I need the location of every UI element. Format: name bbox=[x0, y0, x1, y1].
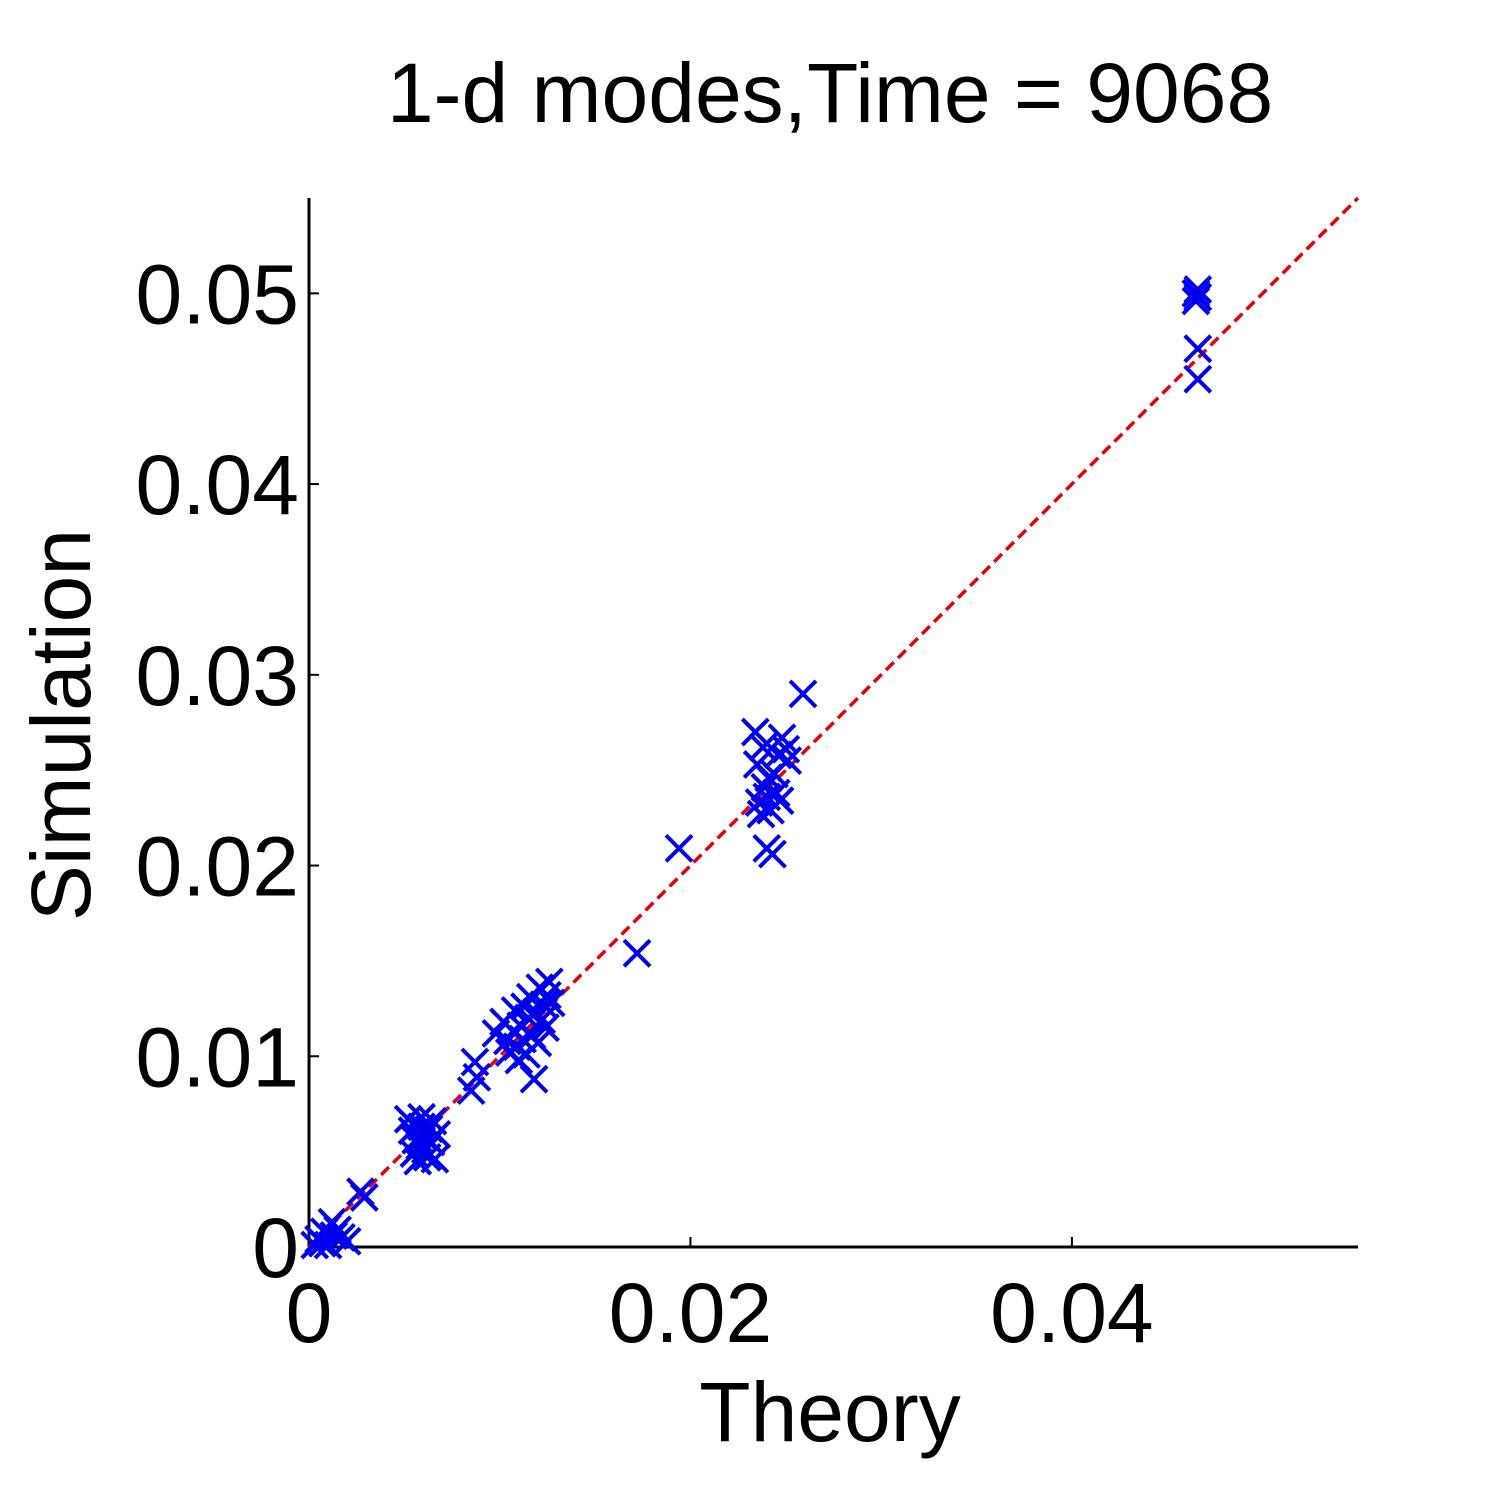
y-tick-label: 0.01 bbox=[136, 1010, 300, 1104]
x-tick-label: 0.02 bbox=[609, 1266, 773, 1360]
data-point bbox=[422, 1120, 452, 1149]
data-point bbox=[740, 717, 770, 747]
data-point bbox=[519, 1064, 549, 1094]
data-point bbox=[761, 778, 791, 808]
y-tick-label: 0.03 bbox=[136, 629, 300, 723]
x-tick-label: 0 bbox=[286, 1266, 333, 1360]
x-axis-ticks: 0 0.02 0.04 bbox=[286, 1237, 1154, 1360]
y-tick-label: 0.04 bbox=[136, 438, 300, 532]
data-markers bbox=[300, 275, 1213, 1260]
data-point bbox=[531, 1013, 560, 1043]
data-point bbox=[1183, 282, 1213, 312]
data-point bbox=[332, 1226, 362, 1256]
data-point bbox=[523, 1028, 553, 1058]
data-point bbox=[758, 839, 787, 869]
x-axis-label: Theory bbox=[699, 1365, 960, 1459]
data-point bbox=[771, 734, 801, 764]
data-point bbox=[462, 1062, 492, 1092]
data-point bbox=[1183, 334, 1213, 364]
y-axis-label: Simulation bbox=[14, 529, 108, 921]
plot-area: 0 0.02 0.04 0 0.01 0.02 0.03 0.04 0.05 bbox=[136, 196, 1360, 1360]
x-tick-label: 0.04 bbox=[990, 1266, 1154, 1360]
data-point bbox=[1183, 275, 1213, 304]
y-axis-ticks: 0 0.01 0.02 0.03 0.04 0.05 bbox=[136, 247, 319, 1295]
data-point bbox=[1183, 364, 1213, 394]
data-point bbox=[420, 1144, 450, 1174]
data-point bbox=[529, 990, 559, 1020]
y-tick-label: 0 bbox=[252, 1201, 299, 1295]
data-point bbox=[748, 732, 778, 762]
data-point bbox=[664, 833, 694, 863]
data-point bbox=[746, 799, 776, 829]
data-point bbox=[773, 746, 803, 776]
data-point bbox=[536, 988, 566, 1018]
data-point bbox=[788, 679, 818, 709]
chart-title: 1-d modes,Time = 9068 bbox=[387, 46, 1273, 140]
y-tick-label: 0.05 bbox=[136, 247, 300, 341]
y-tick-label: 0.02 bbox=[136, 820, 300, 914]
data-point bbox=[622, 938, 652, 968]
data-point bbox=[349, 1182, 379, 1212]
data-point bbox=[765, 786, 795, 816]
